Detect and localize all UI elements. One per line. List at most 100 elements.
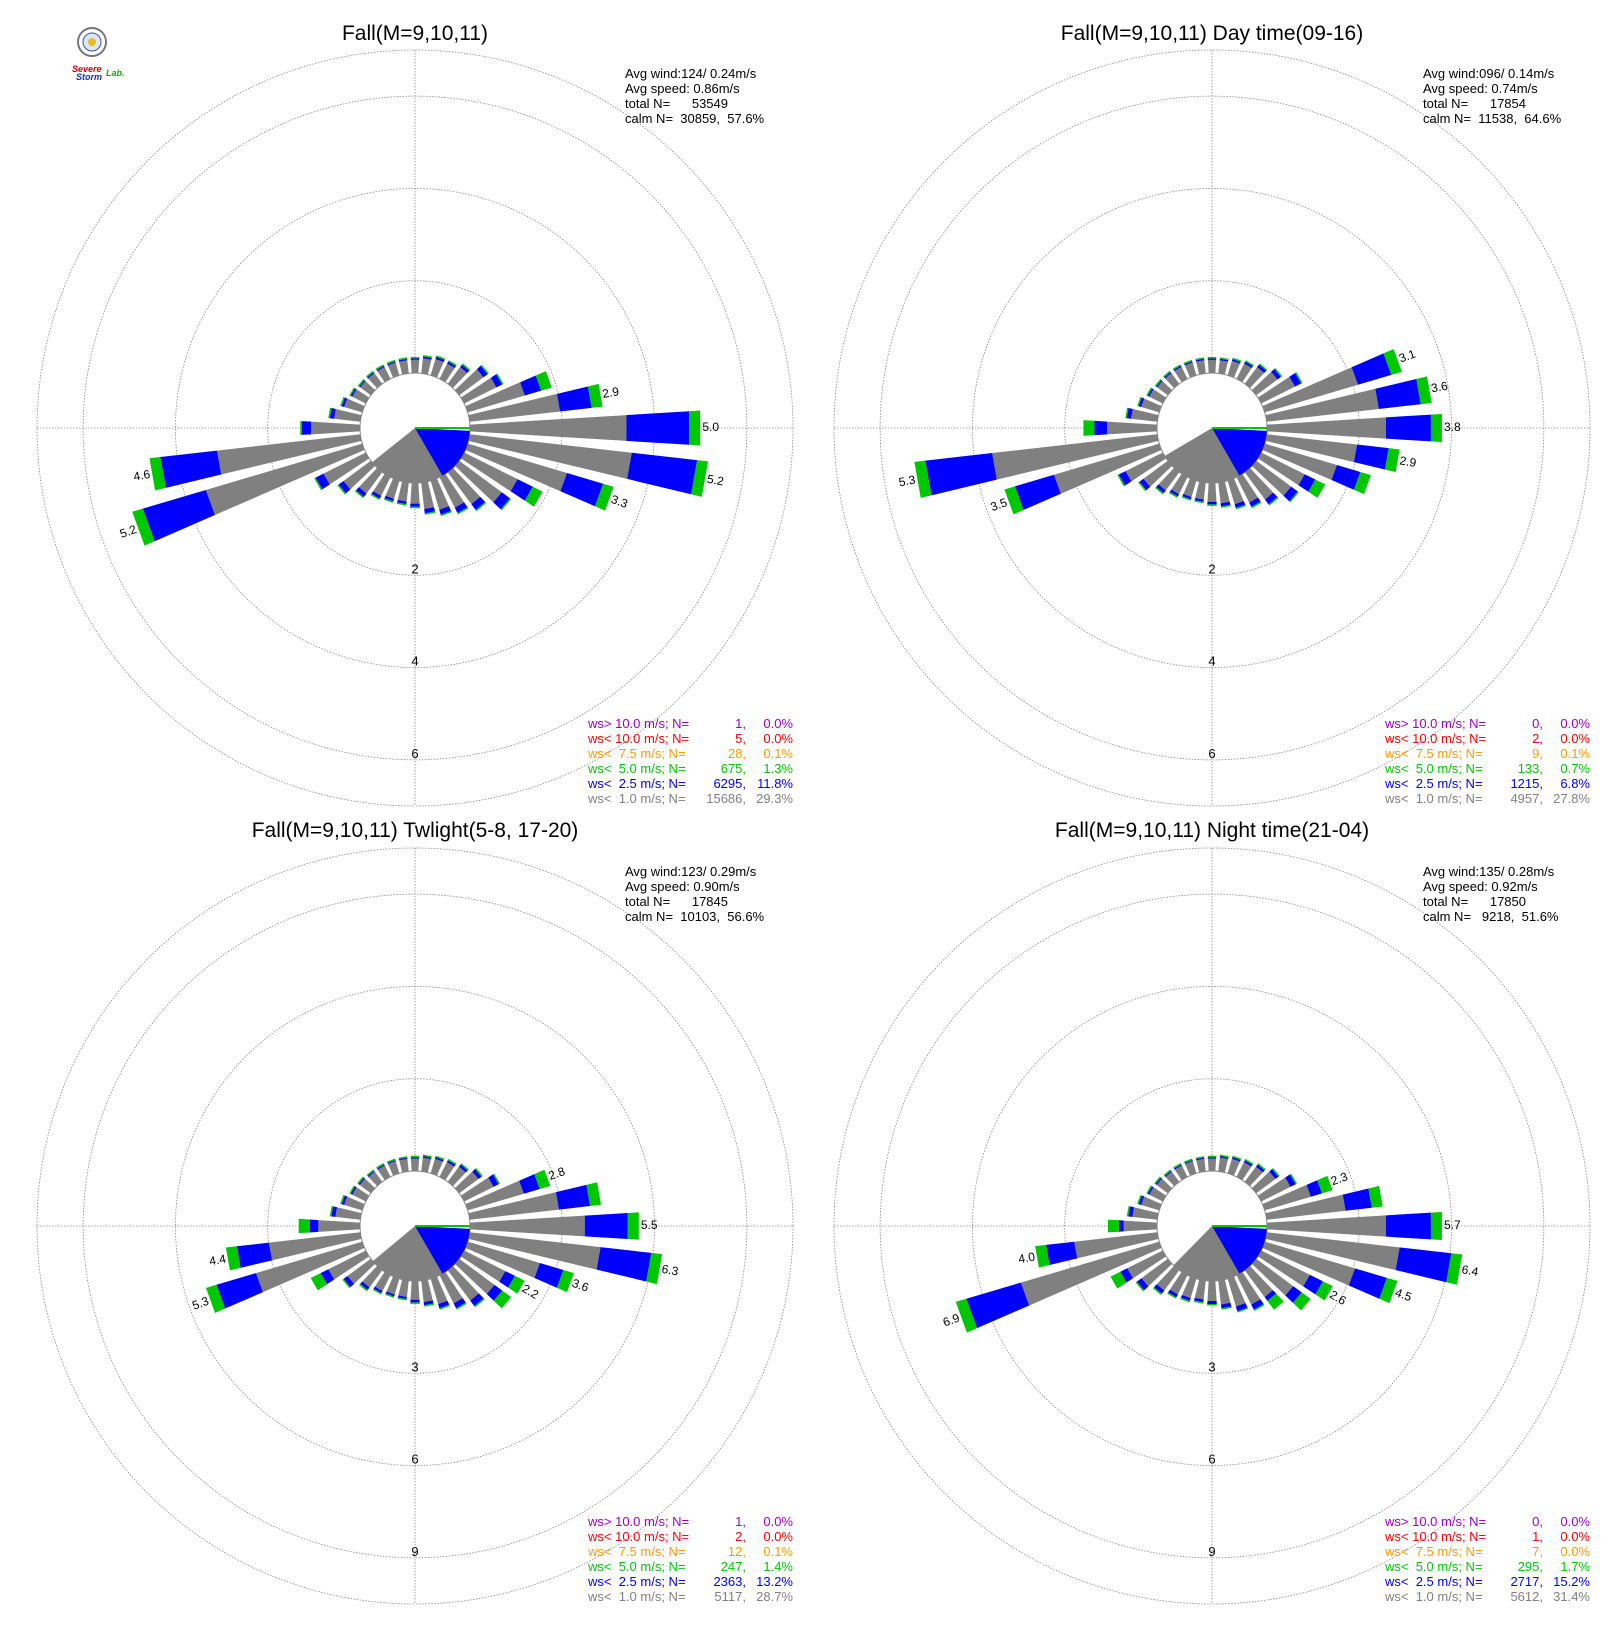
wind-bar: [1218, 1154, 1229, 1173]
legend-percent: 0.0%: [1560, 1529, 1590, 1544]
wind-bar-gray: [460, 452, 518, 492]
stat-line: Avg wind:135/ 0.28m/s: [1423, 864, 1555, 879]
wind-bar-green: [372, 1288, 382, 1295]
wind-bar-blue: [376, 1164, 385, 1170]
wind-bar: [349, 387, 370, 404]
wind-bar: [1110, 1250, 1167, 1289]
wind-bar: [1227, 1155, 1242, 1176]
wind-bar: [1154, 1176, 1173, 1194]
wind-bar: [1227, 1276, 1249, 1313]
wind-bar-gray: [1251, 371, 1278, 396]
wind-bar-blue: [1180, 1294, 1191, 1301]
wind-bar-gray: [447, 1265, 479, 1301]
legend-prefix: ws> 10.0 m/s; N=: [587, 1514, 689, 1529]
wind-bar-green: [1232, 1155, 1242, 1161]
wind-bar: [439, 1271, 467, 1310]
legend-count: 133,: [1518, 761, 1543, 776]
legend-prefix: ws< 5.0 m/s; N=: [1384, 761, 1483, 776]
wind-bar: [468, 383, 603, 422]
wind-bar: [398, 1156, 409, 1173]
wind-bar-gray: [439, 1271, 463, 1304]
wind-bar-gray: [410, 359, 420, 374]
wind-bar-gray: [1218, 1279, 1231, 1305]
wind-bar-green: [1083, 420, 1095, 436]
legend-count: 28,: [728, 746, 746, 761]
wind-bar: [410, 356, 420, 374]
wind-bar-green: [1232, 357, 1242, 363]
wind-bar-gray: [1196, 360, 1206, 375]
logo-word-storm: Storm: [76, 72, 102, 82]
wind-bar-gray: [1141, 1258, 1173, 1287]
wind-bar-green: [1207, 356, 1217, 359]
severe-storm-lab-logo: Severe Storm Lab.: [72, 27, 125, 82]
wind-bar-blue: [1348, 1268, 1387, 1299]
wind-bar-green: [328, 407, 332, 419]
wind-bar-gray: [465, 1241, 540, 1278]
wind-bar-green: [342, 1278, 351, 1289]
wind-bar-gray: [1020, 1241, 1162, 1306]
wind-bar-blue: [626, 411, 690, 445]
wind-bar-blue: [338, 480, 351, 494]
wind-bar-gray: [1207, 1280, 1217, 1302]
panel-title: Fall(M=9,10,11) Day time(09-16): [1061, 22, 1363, 45]
wind-bar-green: [298, 1218, 310, 1234]
wind-bar-gray: [216, 434, 362, 475]
wind-bar-gray: [454, 1171, 479, 1194]
wind-bar-green: [424, 511, 436, 515]
wind-bar-blue: [350, 388, 357, 397]
wind-bar-blue: [410, 358, 420, 360]
wind-bar-gray: [421, 481, 435, 509]
wind-bar-blue: [1153, 1284, 1165, 1294]
wind-bar-green: [1244, 1158, 1254, 1165]
wind-bar-blue: [1351, 353, 1392, 385]
legend-row: ws< 7.5 m/s; N= 9, 0.1%: [1384, 746, 1590, 761]
wind-bar-blue: [236, 1242, 273, 1268]
wind-bar-gray: [1141, 1196, 1162, 1211]
wind-bar-gray: [352, 1187, 370, 1202]
legend-row: ws< 10.0 m/s; N= 2, 0.0%: [587, 1529, 793, 1544]
wind-bar-gray: [1174, 366, 1188, 383]
wind-bar-green: [410, 506, 420, 509]
wind-bar: [1137, 396, 1162, 413]
legend-percent: 0.1%: [763, 1544, 793, 1559]
wind-bar-gray: [1149, 389, 1167, 404]
legend-count: 1215,: [1510, 776, 1543, 791]
wind-bar-blue: [1184, 361, 1193, 366]
wind-bar: [955, 1241, 1162, 1333]
wind-bar: [1265, 376, 1432, 422]
legend-row: ws< 2.5 m/s; N= 2717, 15.2%: [1384, 1574, 1590, 1589]
legend-percent: 0.0%: [763, 731, 793, 746]
legend-count: 5117,: [714, 1589, 746, 1604]
wind-bar-gray: [335, 1207, 362, 1220]
wind-bar-green: [1272, 1168, 1280, 1177]
wind-bar-gray: [323, 452, 370, 485]
wind-bar-gray: [468, 434, 632, 479]
wind-bar-green: [385, 1293, 395, 1298]
ring-tick-label: 6: [1208, 746, 1215, 761]
wind-bar-gray: [465, 382, 525, 413]
wind-bar: [386, 359, 400, 378]
wind-bar-blue: [398, 358, 408, 362]
wind-bar: [398, 357, 409, 375]
wind-bar-blue: [446, 1160, 456, 1167]
wind-bar: [1117, 452, 1167, 487]
ring-tick-label: 9: [411, 1544, 418, 1559]
bar-value-label: 6.4: [1461, 1262, 1480, 1279]
wind-bar-blue: [1126, 407, 1133, 419]
wind-bar: [454, 460, 512, 511]
wind-bar: [454, 1168, 483, 1194]
legend-percent: 0.7%: [1560, 761, 1590, 776]
wind-bar-blue: [398, 1157, 408, 1161]
wind-bar: [460, 452, 543, 507]
bar-value-label: 5.2: [706, 472, 725, 489]
wind-bar-gray: [1262, 367, 1358, 413]
wind-bar-green: [398, 1156, 408, 1160]
wind-bar-blue: [341, 1195, 348, 1206]
legend-count: 4957,: [1510, 791, 1543, 806]
wind-bar: [468, 1232, 663, 1285]
wind-bar-green: [1368, 1185, 1383, 1208]
wind-bar-green: [461, 363, 471, 371]
wind-bar: [447, 467, 487, 512]
legend-row: ws< 1.0 m/s; N= 5117, 28.7%: [587, 1589, 793, 1604]
